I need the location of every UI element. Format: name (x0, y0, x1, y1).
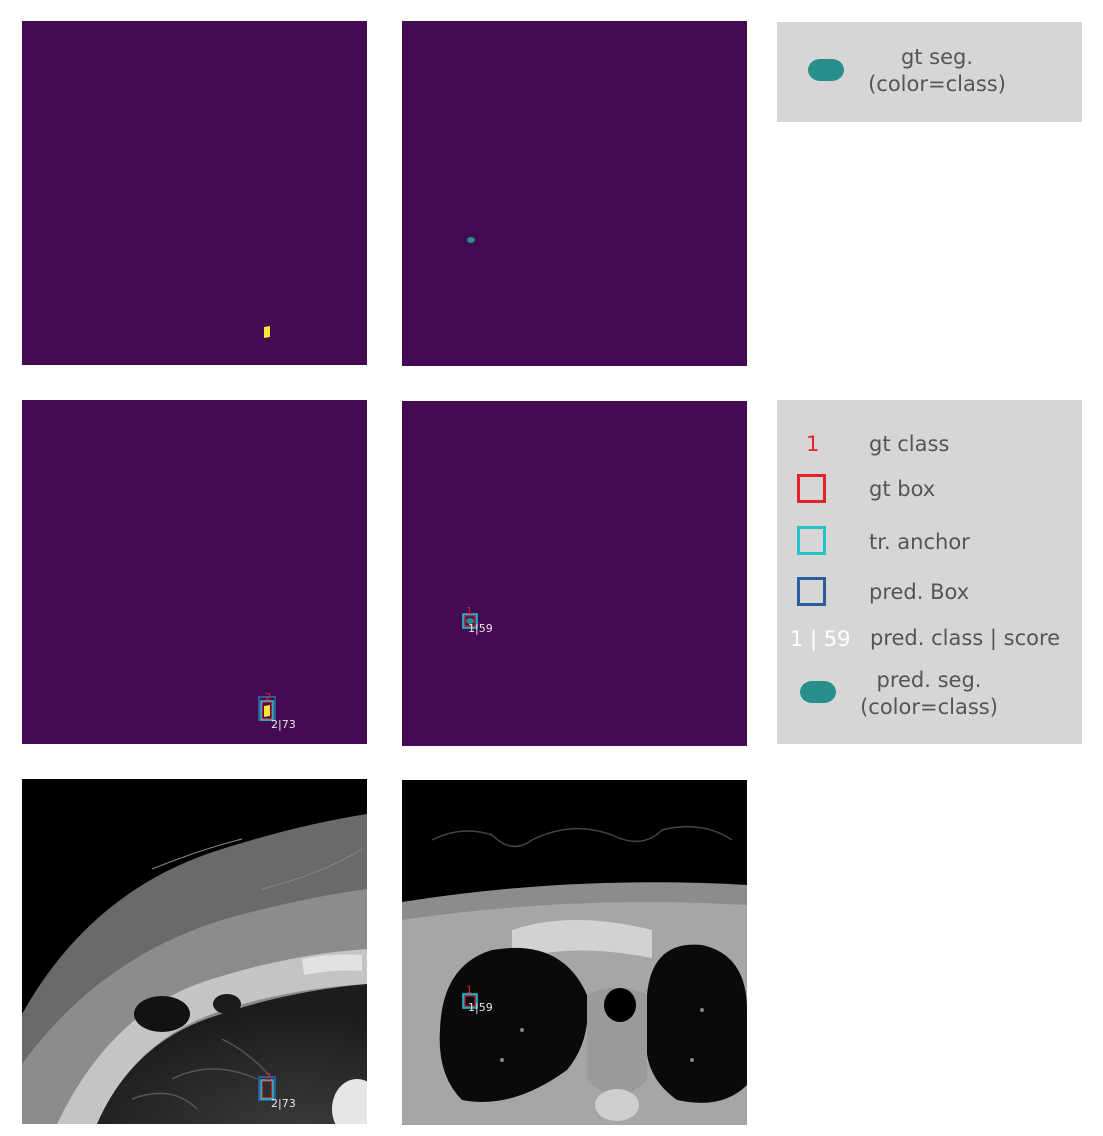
bright-organ (332, 1079, 367, 1124)
vessel-spot (690, 1058, 694, 1062)
sternum (512, 920, 652, 960)
rib-layer (57, 949, 367, 1124)
gt-class-label: 2 (265, 1072, 271, 1083)
pred-score-label: 1|59 (468, 1001, 493, 1014)
ct-image-left: 2 2|73 (22, 779, 367, 1124)
pred-class-sample: 1 | 59 (790, 627, 851, 651)
gt-box (464, 995, 476, 1007)
pred-box (463, 994, 477, 1008)
pred-score-label: 2|73 (271, 718, 296, 731)
gt-box (261, 1080, 273, 1099)
gt-class-label: 1 (466, 606, 472, 617)
anchor-box (462, 993, 478, 1009)
gt-class-sample: 1 (806, 432, 820, 456)
pred-box-label: pred. Box (869, 580, 970, 604)
lung-tissue (97, 984, 367, 1124)
gt-box (261, 701, 273, 720)
gt-seg-line2: (color=class) (868, 72, 1006, 96)
gt-seg-panel-left (22, 21, 367, 365)
pred-score-label: 1|59 (468, 622, 493, 635)
vessel-spot (700, 1008, 704, 1012)
pred-class-label: pred. class | score (870, 626, 1061, 650)
anchor-box (260, 1079, 274, 1100)
ct-image-middle: 1 1|59 (402, 780, 747, 1125)
gt-seg-image-middle (402, 21, 747, 366)
clothing-outline (431, 825, 733, 848)
vessel-spot (500, 1058, 504, 1062)
seg-teal-blob (467, 237, 475, 243)
anchor-label: tr. anchor (869, 530, 970, 554)
vertebra (595, 1089, 639, 1121)
ct-panel-left: 2 2|73 (22, 779, 367, 1124)
lung-right (646, 944, 747, 1103)
gt-box (464, 615, 476, 627)
lung-dark-region (134, 996, 190, 1032)
vessel-line (131, 1038, 273, 1110)
lung-dark-region (213, 994, 241, 1014)
rib-highlight (302, 954, 362, 975)
pred-panel-left: 2 2|73 (22, 400, 367, 744)
pred-image-middle: 1 1|59 (402, 401, 747, 746)
lung-left (439, 947, 588, 1102)
anchor-box-icon (797, 526, 826, 555)
legend-boxes: 1 gt class gt box tr. anchor pred. Box 1… (777, 400, 1082, 744)
pred-seg-line1: pred. seg. (876, 668, 982, 692)
gt-class-label: 2 (265, 692, 271, 703)
trachea (604, 988, 636, 1022)
anchor-box (260, 700, 274, 721)
pred-panel-middle: 1 1|59 (402, 401, 747, 746)
pred-box (258, 1076, 276, 1101)
seg-yellow-blob (264, 705, 270, 717)
ct-panel-middle: 1 1|59 (402, 780, 747, 1125)
pred-seg-legend-text: pred. seg. (color=class) (857, 667, 1001, 721)
gt-box-icon (797, 474, 826, 503)
anchor-box (462, 613, 478, 629)
vessel-spot (520, 1028, 524, 1032)
pred-box-icon (797, 577, 826, 606)
seg-yellow-blob (264, 326, 270, 338)
gt-seg-image-left (22, 21, 367, 365)
gt-seg-legend-text: gt seg. (color=class) (865, 44, 1009, 98)
blob-icon (808, 59, 844, 81)
seg-teal-blob (466, 618, 474, 624)
gt-seg-panel-middle (402, 21, 747, 366)
blob-icon (800, 681, 836, 703)
pred-seg-line2: (color=class) (860, 695, 998, 719)
skin-edge (151, 838, 363, 890)
pred-image-left: 2 2|73 (22, 400, 367, 744)
pred-box (463, 614, 477, 628)
gt-class-label: gt class (869, 432, 950, 456)
pred-score-label: 2|73 (271, 1097, 296, 1110)
legend-gt-seg: gt seg. (color=class) (777, 22, 1082, 122)
gt-seg-line1: gt seg. (900, 45, 974, 69)
gt-box-label: gt box (869, 477, 936, 501)
gt-class-label: 1 (466, 985, 472, 996)
